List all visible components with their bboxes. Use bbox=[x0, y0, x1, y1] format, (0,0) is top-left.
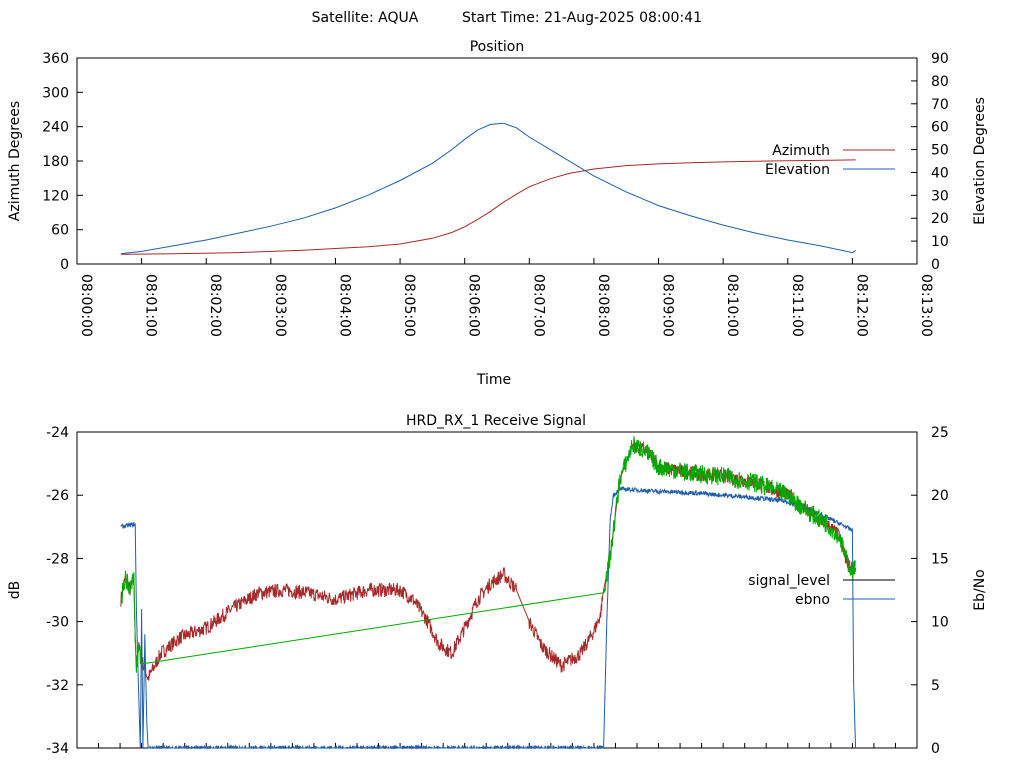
x-tick-label: 08:07:00 bbox=[530, 274, 546, 337]
position-chart: Position Azimuth Degrees Elevation Degre… bbox=[7, 39, 988, 388]
series-line-azimuth bbox=[120, 159, 856, 255]
x-tick-label: 08:02:00 bbox=[207, 274, 223, 337]
y2-tick-label: 90 bbox=[931, 51, 949, 67]
series-line-elevation bbox=[120, 122, 856, 255]
y2-tick-label: 30 bbox=[931, 188, 949, 204]
x-tick-label: 08:11:00 bbox=[789, 274, 805, 337]
y-tick-label: 360 bbox=[42, 51, 69, 67]
y2-tick-label: 20 bbox=[931, 488, 949, 504]
legend-label-azimuth: Azimuth bbox=[772, 143, 830, 159]
signal-y2-label: Eb/No bbox=[972, 569, 988, 611]
y2-tick-label: 80 bbox=[931, 74, 949, 90]
signal-plot-frame bbox=[76, 431, 918, 749]
x-tick-label: 08:03:00 bbox=[272, 274, 288, 337]
y-tick-label: 0 bbox=[60, 257, 69, 273]
y2-tick-label: 5 bbox=[931, 678, 940, 694]
series-line-ebno bbox=[120, 486, 857, 750]
y-tick-label: -26 bbox=[46, 488, 69, 504]
signal-chart: HRD_RX_1 Receive Signal dB Eb/No -34 -32 -… bbox=[7, 413, 988, 757]
y2-tick-label: 70 bbox=[931, 97, 949, 113]
y-tick-label: 120 bbox=[42, 188, 69, 204]
start-time-label: Start Time: 21-Aug-2025 08:00:41 bbox=[462, 10, 702, 26]
y2-tick-label: 25 bbox=[931, 425, 949, 441]
y-tick-label: 180 bbox=[42, 154, 69, 170]
x-tick-label: 08:08:00 bbox=[595, 274, 611, 337]
y2-tick-label: 60 bbox=[931, 120, 949, 136]
position-legend: Azimuth Elevation bbox=[765, 143, 895, 178]
x-tick-label: 08:13:00 bbox=[918, 274, 934, 337]
legend-label-ebno: ebno bbox=[795, 592, 830, 608]
y-tick-label: 60 bbox=[51, 223, 69, 239]
series-line-signal-level bbox=[120, 439, 857, 681]
x-tick-label: 08:05:00 bbox=[401, 274, 417, 337]
satellite-label: Satellite: AQUA bbox=[312, 10, 419, 26]
y-tick-label: -30 bbox=[46, 615, 69, 631]
x-tick-label: 08:04:00 bbox=[336, 274, 352, 337]
y-tick-label: -28 bbox=[46, 551, 69, 567]
y2-tick-label: 40 bbox=[931, 165, 949, 181]
y2-tick-label: 0 bbox=[931, 257, 940, 273]
y-tick-label: -32 bbox=[46, 678, 69, 694]
y2-tick-label: 0 bbox=[931, 741, 940, 757]
y-tick-label: -34 bbox=[46, 741, 69, 757]
legend-label-signal-level: signal_level bbox=[748, 573, 830, 589]
position-chart-title: Position bbox=[470, 39, 525, 55]
y2-tick-label: 20 bbox=[931, 211, 949, 227]
position-y-label: Azimuth Degrees bbox=[7, 101, 23, 221]
signal-y-label: dB bbox=[7, 581, 23, 600]
position-x-label: Time bbox=[476, 372, 511, 388]
y2-tick-label: 15 bbox=[931, 551, 949, 567]
y-tick-label: -24 bbox=[46, 425, 69, 441]
series-line-signal-level-strong bbox=[120, 436, 856, 673]
x-tick-label: 08:06:00 bbox=[466, 274, 482, 337]
x-tick-label: 08:09:00 bbox=[660, 274, 676, 337]
y2-tick-label: 10 bbox=[931, 234, 949, 250]
y2-tick-label: 10 bbox=[931, 615, 949, 631]
legend-label-elevation: Elevation bbox=[765, 162, 830, 178]
position-y2-label: Elevation Degrees bbox=[972, 97, 988, 225]
y-tick-label: 240 bbox=[42, 120, 69, 136]
x-tick-label: 08:00:00 bbox=[78, 274, 94, 337]
signal-chart-title: HRD_RX_1 Receive Signal bbox=[406, 413, 586, 429]
x-tick-label: 08:10:00 bbox=[724, 274, 740, 337]
y-tick-label: 300 bbox=[42, 85, 69, 101]
y2-tick-label: 50 bbox=[931, 143, 949, 159]
x-tick-label: 08:12:00 bbox=[853, 274, 869, 337]
x-tick-label: 08:01:00 bbox=[143, 274, 159, 337]
